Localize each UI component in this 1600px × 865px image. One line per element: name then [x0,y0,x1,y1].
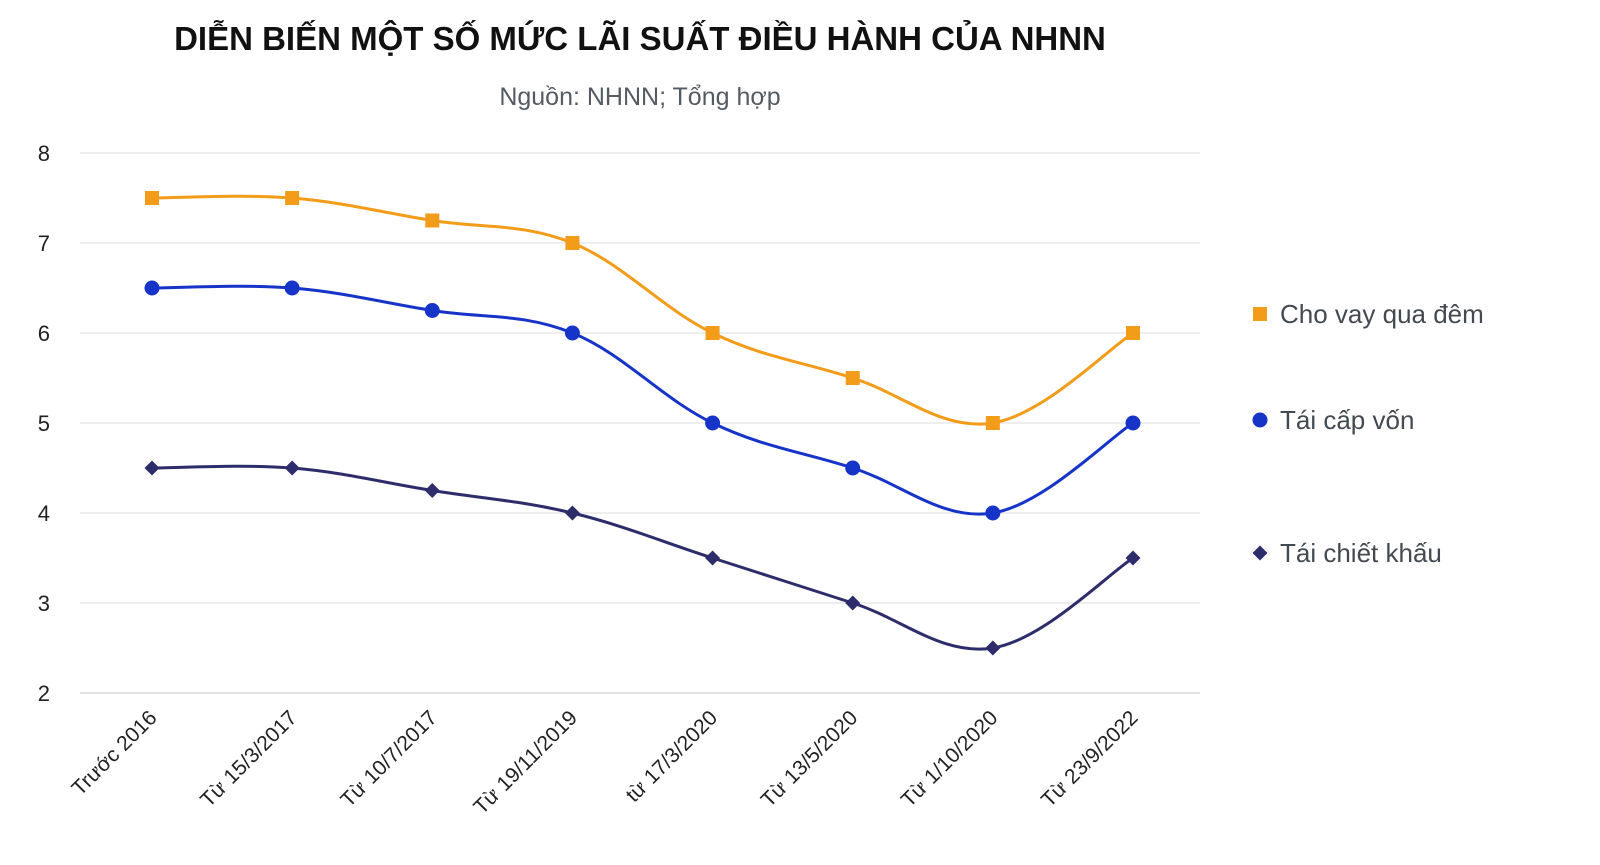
y-tick-label: 2 [38,681,50,706]
data-point [705,550,721,566]
legend-item: Cho vay qua đêm [1253,299,1484,329]
legend: Cho vay qua đêm Tái cấp vốn Tái chiết khấu [1252,299,1484,568]
data-point [1126,326,1140,340]
legend-marker [1253,307,1267,321]
series-line [151,194,1134,426]
data-point [425,213,440,228]
gridlines [80,152,1200,694]
x-tick-label: Từ 15/3/2017 [196,706,301,811]
y-tick-label: 7 [38,231,50,256]
data-point [705,326,720,340]
data-point [424,483,440,498]
legend-marker [1252,545,1268,561]
x-tick-label: từ 17/3/2020 [622,706,723,807]
chart-subtitle: Nguồn: NHNN; Tổng hợp [499,83,780,111]
y-axis-ticks: 2 3 4 5 6 7 8 [38,141,50,706]
data-point [144,460,160,476]
data-point [845,595,861,611]
legend-item: Tái chiết khấu [1252,538,1442,568]
y-tick-label: 3 [38,591,50,616]
x-tick-label: Từ 19/11/2019 [469,706,582,819]
data-point [284,280,300,296]
series-0 [145,191,1140,430]
y-tick-label: 4 [38,501,50,526]
data-point [705,415,721,431]
data-point [285,191,300,205]
data-point [144,280,160,296]
series-line [151,464,1134,651]
x-tick-label: Từ 13/5/2020 [757,706,862,811]
series-2 [144,460,1141,656]
y-tick-label: 6 [38,321,50,346]
legend-label: Tái cấp vốn [1280,405,1414,435]
data-point [985,416,1000,430]
data-point [564,505,580,521]
data-point [284,460,300,476]
y-tick-label: 8 [38,141,50,166]
x-tick-label: Từ 1/10/2020 [897,706,1002,811]
data-point [845,460,861,476]
legend-item: Tái cấp vốn [1252,405,1414,435]
data-point [565,236,580,250]
y-tick-label: 5 [38,411,50,436]
data-point [145,191,159,205]
x-tick-label: Từ 23/9/2022 [1037,706,1142,811]
x-axis-ticks: Trước 2016 Từ 15/3/2017 Từ 10/7/2017 Từ 19/… [68,706,1143,819]
legend-label: Tái chiết khấu [1280,538,1442,568]
series-1 [144,280,1141,521]
legend-label: Cho vay qua đêm [1280,299,1484,329]
legend-marker [1252,412,1268,428]
data-point [1125,415,1141,431]
x-tick-label: Trước 2016 [68,706,162,800]
series-lines [144,191,1141,656]
data-point [845,371,860,385]
data-point [985,505,1001,521]
data-point [985,640,1001,656]
data-point [1125,550,1141,566]
chart-title: DIỄN BIẾN MỘT SỐ MỨC LÃI SUẤT ĐIỀU HÀNH … [174,19,1106,57]
data-point [564,325,580,341]
data-point [424,303,440,318]
series-line [151,284,1134,516]
x-tick-label: Từ 10/7/2017 [336,706,441,811]
